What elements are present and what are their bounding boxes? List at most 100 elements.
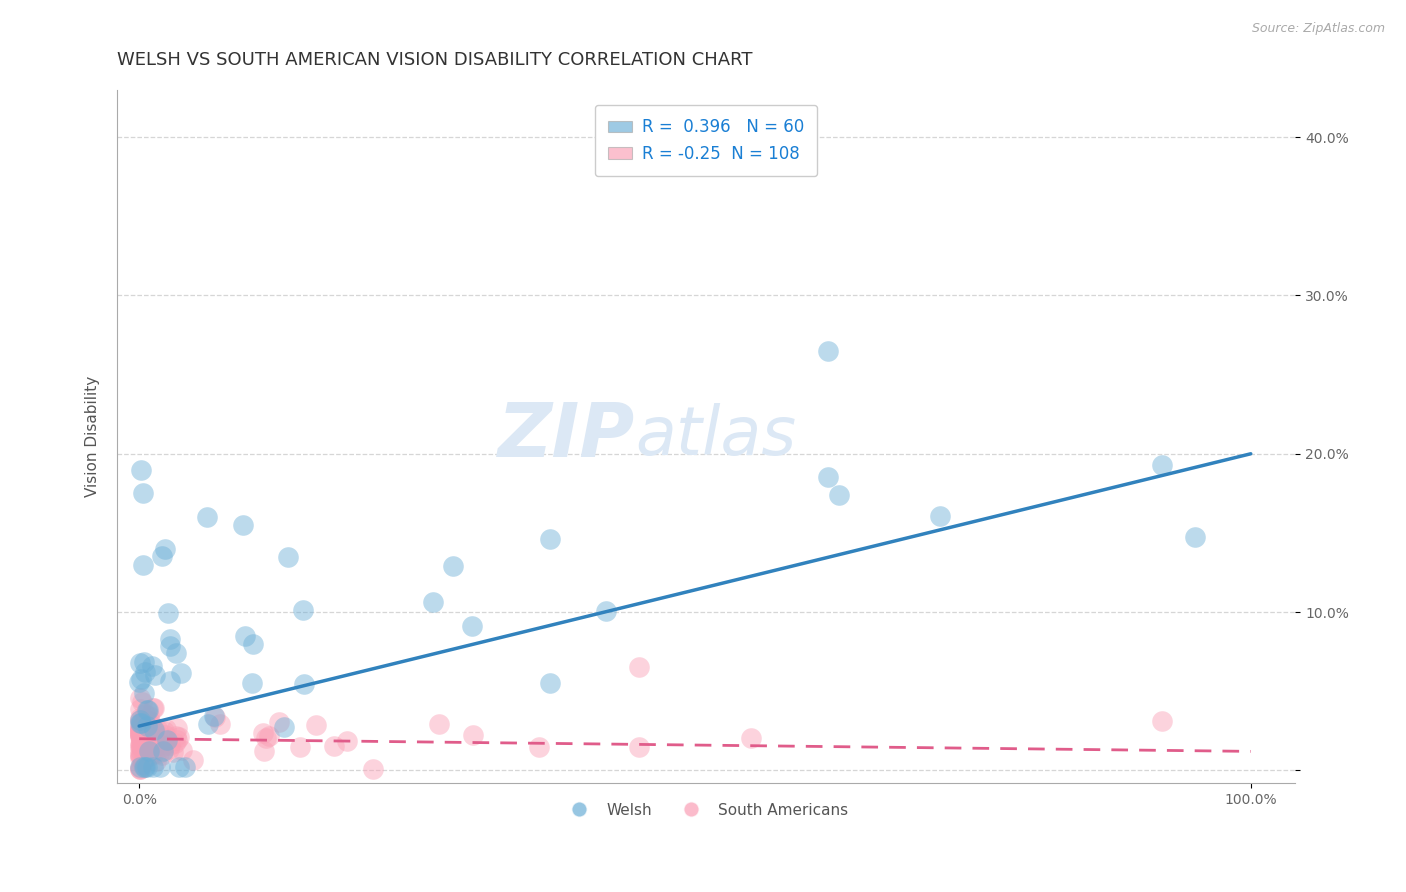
Point bbox=[292, 677, 315, 691]
Point bbox=[204, 709, 226, 723]
Point bbox=[134, 706, 156, 721]
Point bbox=[150, 549, 173, 563]
Point bbox=[131, 757, 153, 772]
Point bbox=[152, 744, 174, 758]
Point bbox=[129, 722, 152, 736]
Point bbox=[150, 748, 173, 763]
Point bbox=[131, 730, 153, 744]
Point bbox=[277, 549, 299, 564]
Point bbox=[156, 732, 179, 747]
Point bbox=[129, 726, 152, 740]
Point bbox=[128, 715, 150, 730]
Point bbox=[141, 718, 163, 732]
Point bbox=[157, 742, 180, 756]
Point bbox=[928, 509, 950, 524]
Point bbox=[129, 737, 152, 751]
Legend: Welsh, South Americans: Welsh, South Americans bbox=[558, 797, 855, 824]
Text: ZIP: ZIP bbox=[498, 400, 636, 473]
Point bbox=[131, 731, 153, 746]
Point bbox=[441, 559, 464, 574]
Point bbox=[181, 753, 204, 767]
Point bbox=[129, 725, 152, 739]
Point bbox=[361, 762, 384, 776]
Point bbox=[257, 729, 280, 743]
Point bbox=[131, 723, 153, 738]
Point bbox=[173, 760, 195, 774]
Point bbox=[538, 676, 561, 690]
Point bbox=[145, 668, 167, 682]
Point bbox=[129, 728, 152, 742]
Point bbox=[129, 656, 152, 670]
Point bbox=[148, 746, 170, 760]
Point bbox=[129, 736, 152, 750]
Point bbox=[131, 725, 153, 739]
Point bbox=[132, 754, 155, 768]
Point bbox=[129, 720, 152, 734]
Point bbox=[128, 760, 150, 774]
Point bbox=[240, 676, 263, 690]
Point bbox=[269, 714, 291, 729]
Text: WELSH VS SOUTH AMERICAN VISION DISABILITY CORRELATION CHART: WELSH VS SOUTH AMERICAN VISION DISABILIT… bbox=[117, 51, 752, 69]
Point bbox=[290, 740, 312, 755]
Point bbox=[142, 760, 165, 774]
Point bbox=[155, 722, 177, 736]
Point bbox=[1150, 714, 1173, 728]
Point bbox=[529, 740, 551, 755]
Point bbox=[167, 760, 190, 774]
Point bbox=[540, 532, 562, 546]
Point bbox=[136, 703, 159, 717]
Point bbox=[129, 723, 152, 737]
Point bbox=[139, 714, 162, 728]
Point bbox=[135, 747, 157, 762]
Point bbox=[138, 744, 160, 758]
Point bbox=[131, 734, 153, 748]
Point bbox=[131, 716, 153, 731]
Point bbox=[145, 736, 167, 750]
Point bbox=[202, 709, 225, 723]
Point bbox=[252, 726, 274, 740]
Point bbox=[142, 723, 165, 737]
Point bbox=[129, 762, 152, 776]
Point bbox=[152, 731, 174, 746]
Point bbox=[165, 729, 187, 743]
Point bbox=[170, 666, 193, 681]
Point bbox=[828, 488, 851, 502]
Point bbox=[138, 708, 160, 723]
Point bbox=[273, 720, 295, 734]
Point bbox=[129, 747, 152, 762]
Point bbox=[817, 343, 839, 358]
Point bbox=[129, 702, 152, 716]
Point bbox=[135, 719, 157, 733]
Point bbox=[149, 738, 172, 752]
Point bbox=[142, 701, 165, 715]
Point bbox=[141, 659, 163, 673]
Point bbox=[460, 619, 482, 633]
Point bbox=[129, 762, 152, 776]
Point bbox=[136, 718, 159, 732]
Point bbox=[134, 760, 156, 774]
Point bbox=[129, 739, 152, 753]
Point bbox=[131, 735, 153, 749]
Point bbox=[129, 747, 152, 762]
Point bbox=[132, 720, 155, 734]
Point bbox=[209, 716, 232, 731]
Point bbox=[138, 740, 160, 755]
Point bbox=[169, 730, 191, 744]
Text: Source: ZipAtlas.com: Source: ZipAtlas.com bbox=[1251, 22, 1385, 36]
Point bbox=[159, 639, 181, 653]
Point bbox=[129, 715, 152, 730]
Point bbox=[138, 742, 160, 756]
Point bbox=[195, 510, 218, 524]
Point bbox=[134, 725, 156, 739]
Point bbox=[135, 735, 157, 749]
Point bbox=[139, 749, 162, 764]
Point bbox=[148, 723, 170, 738]
Point bbox=[628, 660, 651, 674]
Point bbox=[132, 655, 155, 669]
Point bbox=[129, 462, 152, 476]
Point bbox=[159, 673, 181, 688]
Point bbox=[136, 713, 159, 727]
Point bbox=[129, 691, 152, 706]
Point bbox=[422, 594, 444, 608]
Point bbox=[131, 726, 153, 740]
